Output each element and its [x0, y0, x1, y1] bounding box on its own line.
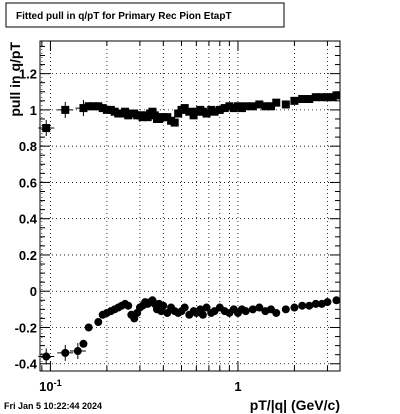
- data-point-square: [185, 107, 194, 116]
- x-tick-label: 10-1: [39, 378, 61, 394]
- data-point-square: [317, 93, 326, 102]
- data-point-square: [98, 104, 107, 113]
- data-point-circle: [272, 308, 281, 317]
- data-point-circle: [42, 352, 51, 361]
- data-point-square: [332, 91, 341, 100]
- data-point-circle: [124, 301, 133, 310]
- data-point-square: [261, 102, 270, 111]
- x-tick-label: 1: [234, 379, 241, 394]
- y-tick-label: 0.4: [19, 212, 38, 227]
- y-tick-label: -0.2: [15, 320, 37, 335]
- x-axis-title: pT/|q| (GeV/c): [250, 397, 340, 413]
- data-point-square: [180, 104, 189, 113]
- y-tick-label: 0: [30, 284, 37, 299]
- chart-title: Fitted pull in q/pT for Primary Rec Pion…: [16, 11, 232, 22]
- data-point-square: [305, 95, 314, 104]
- data-point-square: [215, 105, 224, 114]
- data-point-circle: [332, 296, 341, 305]
- series-circles: [38, 296, 341, 365]
- data-point-circle: [281, 305, 290, 314]
- axes: -0.4 -0.2 0 0.2 0.4 0.6 0.8 1 1.2 10-1 1: [15, 41, 340, 394]
- data-point-circle: [241, 307, 250, 316]
- data-point-square: [210, 107, 219, 116]
- data-point-square: [290, 96, 299, 105]
- grid-lines: [40, 41, 340, 371]
- data-point-circle: [198, 310, 207, 319]
- data-point-square: [42, 124, 51, 133]
- y-tick-label: 0.8: [19, 139, 37, 154]
- data-point-square: [170, 118, 179, 127]
- data-point-circle: [61, 348, 70, 357]
- data-point-square: [255, 100, 264, 109]
- y-tick-label: 0.2: [19, 248, 37, 263]
- data-point-circle: [73, 347, 82, 356]
- data-point-square: [84, 102, 93, 111]
- data-point-square: [323, 93, 332, 102]
- plot-frame: [39, 40, 341, 372]
- data-point-circle: [255, 303, 264, 312]
- data-point-square: [281, 100, 290, 109]
- data-point-square: [272, 98, 281, 107]
- y-tick-label: -0.4: [15, 357, 38, 372]
- data-point-square: [225, 102, 234, 111]
- data-point-square: [89, 102, 98, 111]
- data-point-circle: [180, 303, 189, 312]
- data-point-square: [241, 102, 250, 111]
- data-point-square: [61, 105, 70, 114]
- data-point-square: [94, 102, 103, 111]
- y-tick-label: 0.6: [19, 175, 37, 190]
- data-point-circle: [84, 323, 93, 332]
- data-point-circle: [323, 298, 332, 307]
- y-axis-title: pull in q/pT: [7, 42, 23, 117]
- data-point-circle: [248, 305, 257, 314]
- data-point-circle: [202, 303, 211, 312]
- data-point-square: [248, 102, 257, 111]
- data-point-circle: [305, 301, 314, 310]
- data-point-circle: [311, 299, 320, 308]
- chart-title-box: Fitted pull in q/pT for Primary Rec Pion…: [5, 2, 285, 28]
- data-point-circle: [298, 301, 307, 310]
- y-tick-label: 1: [30, 103, 37, 118]
- data-point-square: [298, 95, 307, 104]
- data-point-circle: [159, 301, 168, 310]
- data-point-square: [202, 109, 211, 118]
- data-point-circle: [79, 339, 88, 348]
- data-point-circle: [290, 303, 299, 312]
- timestamp: Fri Jan 5 10:22:44 2024: [4, 401, 102, 411]
- data-point-square: [79, 104, 88, 113]
- data-point-square: [229, 104, 238, 113]
- data-point-square: [266, 102, 275, 111]
- series-squares: [38, 91, 341, 137]
- data-point-square: [220, 104, 229, 113]
- data-point-circle: [94, 318, 103, 327]
- y-tick-label: 1.2: [19, 67, 37, 82]
- data-point-square: [311, 93, 320, 102]
